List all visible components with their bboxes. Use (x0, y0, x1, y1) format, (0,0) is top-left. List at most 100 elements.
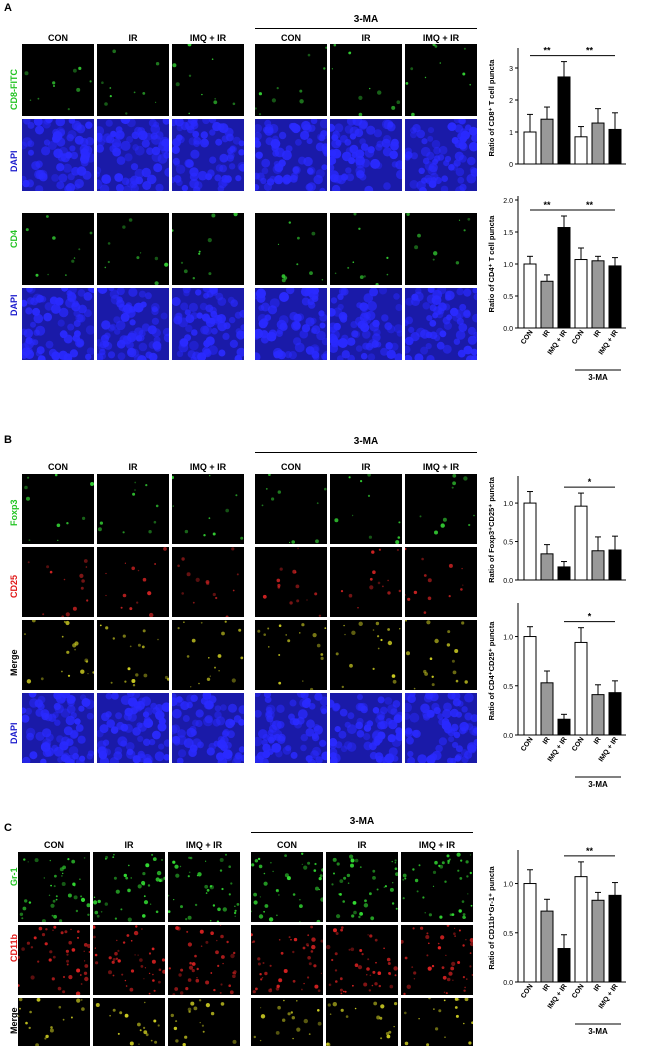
bar (557, 76, 571, 165)
bar (574, 259, 588, 329)
micrograph-texture (170, 999, 237, 1046)
micrograph-cd25 (22, 547, 94, 617)
micrograph-merge (97, 620, 169, 690)
panel-b-3ma-label: 3-MA (353, 436, 379, 447)
micrograph-foxp3 (22, 474, 94, 544)
y-tick-label: 3 (509, 66, 513, 73)
x-tick-label: CON (571, 983, 586, 1000)
bar (591, 899, 605, 983)
micrograph-dapi (330, 693, 402, 763)
micrograph-texture (177, 547, 239, 617)
micrograph-texture (18, 925, 90, 995)
micrograph-texture (24, 66, 92, 111)
panel-c-col-label: IMQ + IR (418, 840, 456, 850)
micrograph-texture (168, 853, 240, 922)
micrograph-texture (261, 474, 327, 544)
micrograph-texture (255, 693, 327, 763)
micrograph-dapi (172, 288, 244, 360)
micrograph-texture (277, 221, 324, 283)
bar (608, 894, 622, 983)
micrograph-texture (97, 288, 169, 360)
micrograph-cd4-imq-ir (172, 213, 244, 285)
y-tick-label: 2.0 (503, 198, 513, 205)
x-tick-label: IR (593, 736, 603, 746)
panel-b-col-label: CON (48, 462, 68, 472)
panel-c-col-label: CON (44, 840, 64, 850)
bar (540, 910, 554, 983)
x-tick-label: IR (542, 736, 552, 746)
y-tick-label: 0.5 (503, 684, 513, 691)
micrograph-dapi (172, 119, 244, 191)
micrograph-cd25 (97, 547, 169, 617)
micrograph-cd11b (168, 925, 240, 995)
bar (523, 263, 537, 329)
micrograph-texture (334, 474, 401, 544)
micrograph-texture (404, 998, 473, 1046)
micrograph-foxp3 (97, 474, 169, 544)
micrograph-merge (330, 620, 402, 690)
micrograph-gr1 (93, 852, 165, 922)
micrograph-texture (18, 998, 85, 1046)
row-label-cd4: CD4 (9, 229, 19, 248)
micrograph-texture (405, 547, 464, 614)
micrograph-texture (253, 999, 322, 1042)
panel-letter-b: B (4, 434, 12, 446)
micrograph-merge (22, 620, 94, 690)
y-tick-label: 0.5 (503, 931, 513, 938)
micrograph-merge (93, 998, 165, 1046)
micrograph-texture (326, 1001, 398, 1046)
micrograph-texture (335, 621, 401, 689)
y-tick-label: 1.5 (503, 230, 513, 237)
bar (608, 549, 622, 581)
significance-label: * (588, 612, 592, 622)
micrograph-texture (405, 620, 468, 690)
micrograph-foxp3 (172, 474, 244, 544)
panel-b-col-label: IMQ + IR (422, 462, 460, 472)
row-label-dapi: DAPI (9, 722, 19, 744)
significance-label: ** (586, 846, 594, 856)
micrograph-texture (255, 119, 327, 191)
micrograph-cd25 (330, 547, 402, 617)
micrograph-gr1 (18, 852, 90, 922)
micrograph-texture (97, 693, 169, 763)
micrograph-gr1 (326, 852, 398, 922)
bar (557, 566, 571, 581)
bar (540, 280, 554, 329)
bar (523, 883, 537, 983)
y-tick-label: 0.0 (503, 733, 513, 740)
micrograph-texture (172, 693, 244, 763)
panel-b-col-label: CON (281, 462, 301, 472)
micrograph-texture (405, 213, 471, 265)
row-label-dapi: DAPI (9, 294, 19, 316)
y-tick-label: 1.0 (503, 882, 513, 889)
bar (608, 692, 622, 736)
row-label-cd25: CD25 (9, 574, 19, 598)
micrograph-cd25 (405, 547, 477, 617)
y-axis-label: Ratio of CD4⁺ T cell puncta (487, 215, 496, 313)
micrograph-merge (401, 998, 473, 1046)
group-label: 3-MA (588, 373, 608, 382)
bar (591, 550, 605, 581)
row-label-foxp3: Foxp3 (9, 499, 19, 526)
panel-b-col-label: IMQ + IR (189, 462, 227, 472)
micrograph-dapi (255, 119, 327, 191)
micrograph-texture (331, 44, 401, 116)
y-tick-label: 0.0 (503, 326, 513, 333)
significance-label: ** (586, 200, 594, 210)
micrograph-cd8-con (22, 44, 94, 116)
micrograph-texture (22, 119, 94, 191)
micrograph-texture (172, 288, 244, 360)
significance-label: ** (586, 46, 594, 56)
micrograph-texture (24, 474, 94, 541)
panel-b-col-label: IR (128, 462, 138, 472)
panel-a-col-label: IR (361, 33, 371, 43)
micrograph-texture (262, 547, 322, 617)
micrograph-cd11b (93, 925, 165, 995)
micrograph-texture (25, 215, 93, 277)
panel-c-3ma-label: 3-MA (349, 816, 375, 827)
micrograph-cd8-imq-ir (172, 44, 244, 116)
bar (574, 505, 588, 581)
significance-label: * (588, 477, 592, 487)
micrograph-dapi (330, 288, 402, 360)
micrograph-texture (93, 853, 165, 922)
